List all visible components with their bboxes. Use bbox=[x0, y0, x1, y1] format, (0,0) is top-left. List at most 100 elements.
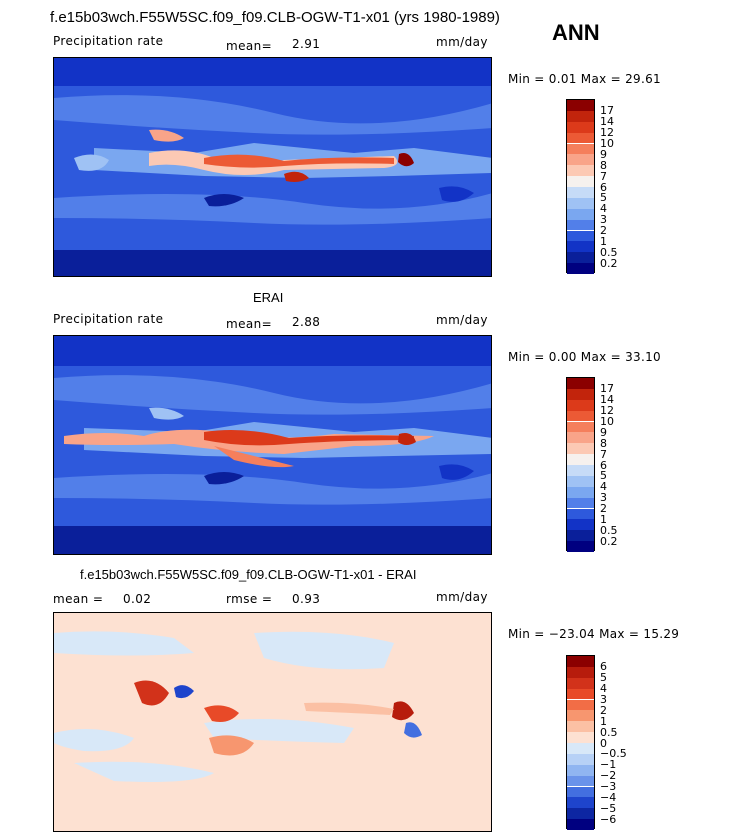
colorbar-swatch bbox=[567, 241, 594, 253]
colorbar-tick-label: 2 bbox=[600, 704, 607, 717]
panel3-rmse-value: 0.93 bbox=[292, 592, 321, 606]
colorbar-tick-label: 4 bbox=[600, 682, 607, 695]
colorbar-swatch bbox=[567, 465, 594, 476]
panel1-map bbox=[53, 57, 492, 277]
colorbar-tick-label: 0.5 bbox=[600, 726, 618, 739]
panel2-mean-value: 2.88 bbox=[292, 315, 321, 329]
panel3-map bbox=[53, 612, 492, 832]
panel1-minmax: Min = 0.01 Max = 29.61 bbox=[508, 72, 661, 86]
colorbar-swatch bbox=[567, 764, 594, 776]
colorbar-swatch bbox=[567, 110, 594, 122]
panel2-map bbox=[53, 335, 492, 555]
colorbar-tick-label: 1 bbox=[600, 513, 607, 526]
colorbar-tick-label: 2 bbox=[600, 224, 607, 237]
colorbar-swatch bbox=[567, 230, 594, 242]
colorbar-swatch bbox=[567, 454, 594, 465]
colorbar-tick-label: 0.5 bbox=[600, 524, 618, 537]
colorbar-swatch bbox=[567, 743, 594, 754]
panel1-units: mm/day bbox=[436, 35, 488, 49]
panel3-mean-label: mean = bbox=[53, 592, 104, 606]
season-label: ANN bbox=[552, 20, 600, 45]
colorbar-swatch bbox=[567, 656, 594, 667]
colorbar-swatch bbox=[567, 819, 594, 830]
colorbar-swatch bbox=[567, 263, 594, 274]
colorbar-swatch bbox=[567, 421, 594, 433]
panel3-title: f.e15b03wch.F55W5SC.f09_f09.CLB-OGW-T1-x… bbox=[80, 567, 417, 582]
colorbar-swatch bbox=[567, 688, 594, 700]
colorbar-tick-label: 5 bbox=[600, 191, 607, 204]
colorbar-swatch bbox=[567, 399, 594, 411]
panel3-colorbar bbox=[566, 655, 595, 830]
colorbar-swatch bbox=[567, 721, 594, 733]
colorbar-tick-label: 10 bbox=[600, 137, 614, 150]
colorbar-tick-label: −1 bbox=[600, 758, 617, 771]
colorbar-swatch bbox=[567, 121, 594, 133]
panel2-units: mm/day bbox=[436, 313, 488, 327]
colorbar-swatch bbox=[567, 808, 594, 820]
colorbar-swatch bbox=[567, 208, 594, 220]
colorbar-tick-label: 0.2 bbox=[600, 535, 618, 548]
panel1-field-label: Precipitation rate bbox=[53, 34, 164, 48]
colorbar-tick-label: 12 bbox=[600, 404, 614, 417]
colorbar-tick-label: 2 bbox=[600, 502, 607, 515]
colorbar-tick-label: −2 bbox=[600, 769, 617, 782]
colorbar-swatch bbox=[567, 497, 594, 509]
panel2-minmax: Min = 0.00 Max = 33.10 bbox=[508, 350, 661, 364]
colorbar-tick-label: 8 bbox=[600, 437, 607, 450]
colorbar-tick-label: 0.5 bbox=[600, 246, 618, 259]
colorbar-swatch bbox=[567, 508, 594, 520]
colorbar-tick-label: 5 bbox=[600, 671, 607, 684]
colorbar-swatch bbox=[567, 710, 594, 722]
colorbar-swatch bbox=[567, 443, 594, 455]
colorbar-tick-label: 1 bbox=[600, 235, 607, 248]
colorbar-tick-label: 9 bbox=[600, 426, 607, 439]
panel3-mean-value: 0.02 bbox=[123, 592, 152, 606]
colorbar-swatch bbox=[567, 132, 594, 144]
panel3-rmse-label: rmse = bbox=[226, 592, 273, 606]
colorbar-swatch bbox=[567, 143, 594, 155]
colorbar-tick-label: −6 bbox=[600, 813, 617, 826]
colorbar-swatch bbox=[567, 775, 594, 787]
colorbar-tick-label: 6 bbox=[600, 459, 607, 472]
colorbar-tick-label: 0.2 bbox=[600, 257, 618, 270]
colorbar-swatch bbox=[567, 154, 594, 166]
colorbar-swatch bbox=[567, 219, 594, 231]
colorbar-swatch bbox=[567, 100, 594, 111]
colorbar-tick-label: 6 bbox=[600, 181, 607, 194]
colorbar-swatch bbox=[567, 797, 594, 809]
panel1-mean-value: 2.91 bbox=[292, 37, 321, 51]
colorbar-tick-label: −0.5 bbox=[600, 747, 627, 760]
colorbar-swatch bbox=[567, 753, 594, 765]
colorbar-tick-label: 7 bbox=[600, 448, 607, 461]
colorbar-tick-label: 1 bbox=[600, 715, 607, 728]
colorbar-tick-label: 4 bbox=[600, 480, 607, 493]
colorbar-tick-label: 7 bbox=[600, 170, 607, 183]
colorbar-tick-label: 9 bbox=[600, 148, 607, 161]
colorbar-tick-label: 17 bbox=[600, 104, 614, 117]
colorbar-tick-label: 3 bbox=[600, 693, 607, 706]
colorbar-swatch bbox=[567, 541, 594, 552]
colorbar-swatch bbox=[567, 388, 594, 400]
colorbar-swatch bbox=[567, 530, 594, 542]
colorbar-tick-label: 17 bbox=[600, 382, 614, 395]
colorbar-tick-label: 3 bbox=[600, 213, 607, 226]
colorbar-tick-label: −5 bbox=[600, 802, 617, 815]
colorbar-swatch bbox=[567, 519, 594, 531]
colorbar-tick-label: 5 bbox=[600, 469, 607, 482]
colorbar-tick-label: 14 bbox=[600, 393, 614, 406]
colorbar-swatch bbox=[567, 165, 594, 177]
colorbar-swatch bbox=[567, 252, 594, 264]
colorbar-swatch bbox=[567, 176, 594, 187]
colorbar-swatch bbox=[567, 732, 594, 743]
colorbar-swatch bbox=[567, 786, 594, 798]
panel2-mean-label: mean= bbox=[226, 317, 273, 331]
colorbar-swatch bbox=[567, 677, 594, 689]
colorbar-tick-label: 8 bbox=[600, 159, 607, 172]
panel2-colorbar bbox=[566, 377, 595, 552]
colorbar-swatch bbox=[567, 378, 594, 389]
colorbar-tick-label: −4 bbox=[600, 791, 617, 804]
panel2-field-label: Precipitation rate bbox=[53, 312, 164, 326]
colorbar-tick-label: 3 bbox=[600, 491, 607, 504]
colorbar-tick-label: 6 bbox=[600, 660, 607, 673]
panel3-units: mm/day bbox=[436, 590, 488, 604]
